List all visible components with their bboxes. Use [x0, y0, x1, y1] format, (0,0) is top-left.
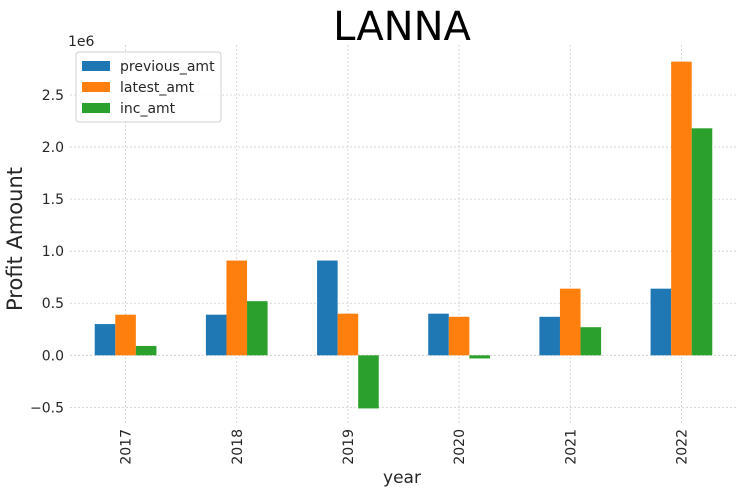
x-tick-label: 2021 [563, 429, 579, 465]
bar-previous_amt-2022 [650, 288, 672, 356]
x-tick-label: 2018 [230, 429, 246, 465]
legend-swatch-previous_amt [82, 61, 110, 71]
legend-box [75, 51, 222, 123]
bar-latest_amt-2018 [226, 260, 248, 356]
bar-previous_amt-2018 [205, 314, 227, 356]
y-tick-label: 2.5 [42, 88, 64, 104]
bar-inc_amt-2018 [247, 301, 268, 356]
legend: previous_amt latest_amt inc_amt [75, 51, 222, 123]
legend-swatch-latest_amt [82, 82, 110, 92]
y-offset-label: 1e6 [68, 34, 95, 50]
bar-previous_amt-2019 [317, 260, 338, 356]
chart-title: LANNA [333, 4, 471, 50]
bar-inc_amt-2022 [691, 128, 713, 356]
bar-latest_amt-2022 [671, 61, 692, 356]
bar-inc_amt-2021 [580, 327, 602, 356]
y-axis-label: Profit Amount [3, 167, 27, 311]
bars-layer [94, 61, 713, 409]
y-tick-label: 0.5 [42, 296, 64, 312]
x-tick-label: 2020 [452, 429, 468, 465]
legend-label-inc_amt: inc_amt [120, 101, 176, 117]
bar-latest_amt-2019 [337, 313, 359, 356]
legend-label-latest_amt: latest_amt [120, 80, 195, 96]
bar-inc_amt-2019 [358, 355, 379, 409]
bar-inc_amt-2017 [135, 345, 157, 356]
ticks-layer: −0.5 0.0 0.5 1.0 1.5 2.0 2.5 2017 2018 2019 2020 20… [30, 88, 690, 465]
y-tick-label: 0.0 [42, 348, 64, 364]
bar-inc_amt-2020 [469, 355, 490, 359]
x-tick-label: 2022 [674, 429, 690, 465]
bar-latest_amt-2020 [448, 316, 470, 356]
bar-latest_amt-2017 [115, 314, 136, 356]
bar-previous_amt-2017 [94, 324, 116, 356]
bar-previous_amt-2021 [539, 316, 560, 356]
y-tick-label: −0.5 [30, 400, 64, 416]
x-axis-label: year [383, 468, 421, 488]
y-tick-label: 2.0 [42, 140, 64, 156]
y-tick-label: 1.0 [42, 244, 64, 260]
bar-latest_amt-2021 [559, 288, 581, 356]
y-tick-label: 1.5 [42, 192, 64, 208]
x-tick-label: 2017 [119, 429, 135, 465]
legend-swatch-inc_amt [82, 103, 110, 113]
x-tick-label: 2019 [341, 429, 357, 465]
legend-label-previous_amt: previous_amt [120, 59, 215, 75]
bar-previous_amt-2020 [428, 313, 449, 356]
